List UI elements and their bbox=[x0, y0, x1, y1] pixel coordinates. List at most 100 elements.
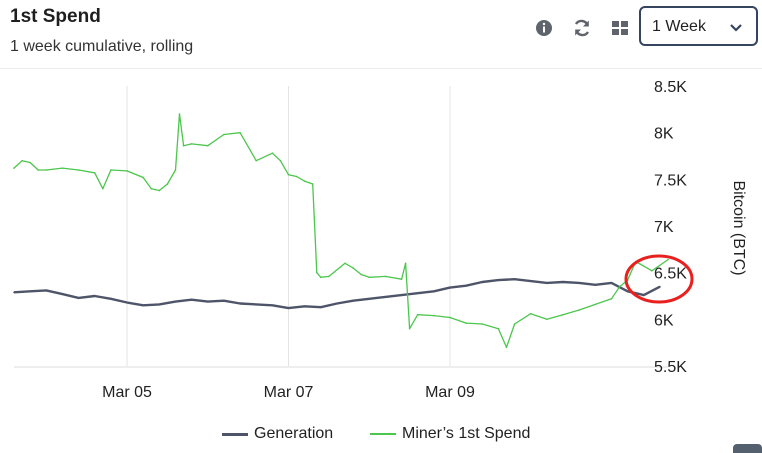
y-tick-label: 6.5K bbox=[654, 266, 687, 283]
data-point-miner-first-spend bbox=[255, 159, 258, 162]
data-point-miner-first-spend bbox=[45, 169, 48, 171]
x-tick-label: Mar 07 bbox=[264, 384, 314, 401]
data-point-miner-first-spend bbox=[110, 169, 112, 171]
data-point-miner-first-spend bbox=[513, 323, 516, 325]
data-point-miner-first-spend bbox=[610, 298, 613, 300]
data-point-miner-first-spend bbox=[360, 273, 362, 276]
data-point-miner-first-spend bbox=[529, 312, 532, 315]
data-point-generation bbox=[320, 306, 322, 309]
data-point-miner-first-spend bbox=[303, 180, 306, 182]
data-point-miner-first-spend bbox=[271, 152, 274, 154]
data-point-generation bbox=[384, 296, 387, 298]
data-point-miner-first-spend bbox=[465, 322, 467, 324]
data-point-miner-first-spend bbox=[37, 169, 40, 171]
data-point-generation bbox=[465, 284, 467, 287]
data-point-generation bbox=[158, 303, 161, 306]
data-point-miner-first-spend bbox=[408, 327, 411, 330]
legend-label-miner-first-spend: Miner’s 1st Spend bbox=[402, 425, 531, 442]
annotation-circle bbox=[624, 254, 694, 304]
data-point-generation bbox=[336, 302, 338, 305]
data-point-miner-first-spend bbox=[618, 285, 621, 288]
data-point-miner-first-spend bbox=[223, 133, 225, 136]
info-icon[interactable] bbox=[534, 18, 554, 38]
chart-title: 1st Spend bbox=[10, 6, 101, 27]
data-point-miner-first-spend bbox=[295, 175, 298, 178]
data-point-miner-first-spend bbox=[400, 278, 403, 281]
data-point-generation bbox=[400, 294, 403, 296]
x-tick-label: Mar 09 bbox=[425, 384, 475, 401]
data-point-generation bbox=[481, 281, 484, 283]
legend-swatch-miner-first-spend bbox=[370, 433, 396, 435]
data-point-miner-first-spend bbox=[206, 144, 209, 147]
y-tick-label: 6K bbox=[654, 312, 674, 329]
period-select-value: 1 Week bbox=[652, 18, 706, 35]
data-point-generation bbox=[29, 290, 31, 293]
data-point-miner-first-spend bbox=[449, 316, 451, 319]
data-point-miner-first-spend bbox=[578, 309, 580, 311]
data-point-miner-first-spend bbox=[384, 275, 387, 278]
data-point-generation bbox=[642, 294, 645, 296]
data-point-generation bbox=[594, 284, 597, 286]
data-point-miner-first-spend bbox=[178, 113, 181, 115]
data-point-miner-first-spend bbox=[433, 314, 435, 317]
data-point-miner-first-spend bbox=[505, 346, 508, 349]
data-point-miner-first-spend bbox=[368, 276, 371, 279]
chevron-down-icon bbox=[728, 20, 744, 36]
data-point-generation bbox=[190, 298, 193, 301]
data-point-generation bbox=[142, 304, 144, 307]
y-tick-label: 8K bbox=[654, 126, 674, 143]
data-point-miner-first-spend bbox=[546, 318, 548, 321]
data-point-generation bbox=[659, 285, 661, 288]
chart-subtitle: 1 week cumulative, rolling bbox=[10, 38, 194, 55]
data-point-miner-first-spend bbox=[239, 131, 241, 134]
data-point-generation bbox=[513, 278, 516, 281]
data-point-generation bbox=[61, 293, 64, 295]
data-point-miner-first-spend bbox=[594, 303, 597, 306]
data-point-miner-first-spend bbox=[416, 313, 419, 316]
data-point-miner-first-spend bbox=[344, 262, 346, 265]
data-point-miner-first-spend bbox=[481, 323, 484, 325]
data-point-generation bbox=[497, 279, 500, 281]
data-point-generation bbox=[271, 304, 274, 307]
data-point-miner-first-spend bbox=[311, 183, 314, 185]
data-point-generation bbox=[546, 282, 548, 284]
data-point-miner-first-spend bbox=[279, 159, 282, 162]
data-point-generation bbox=[93, 295, 96, 297]
data-point-miner-first-spend bbox=[150, 187, 153, 190]
chart-legend: Generation Miner’s 1st Spend bbox=[0, 425, 762, 449]
data-point-miner-first-spend bbox=[190, 143, 193, 145]
data-point-generation bbox=[303, 305, 306, 308]
data-point-generation bbox=[449, 286, 451, 289]
y-axis-label: Bitcoin (BTC) bbox=[730, 180, 747, 275]
data-point-miner-first-spend bbox=[29, 161, 31, 164]
data-point-generation bbox=[13, 291, 15, 294]
data-point-miner-first-spend bbox=[174, 169, 177, 171]
corner-tab bbox=[733, 444, 762, 453]
series-line-miner-first-spend bbox=[13, 113, 669, 348]
legend-item-generation[interactable]: Generation bbox=[222, 425, 333, 443]
data-point-generation bbox=[174, 300, 177, 303]
y-tick-label: 7.5K bbox=[654, 172, 687, 189]
data-point-miner-first-spend bbox=[13, 167, 15, 169]
data-point-miner-first-spend bbox=[328, 275, 330, 278]
header-divider bbox=[0, 68, 762, 69]
grid-icon[interactable] bbox=[610, 18, 630, 38]
x-tick-label: Mar 05 bbox=[102, 384, 152, 401]
data-point-generation bbox=[223, 299, 225, 302]
data-point-miner-first-spend bbox=[352, 267, 354, 269]
data-point-generation bbox=[433, 290, 435, 293]
legend-swatch-generation bbox=[222, 432, 248, 436]
y-tick-label: 5.5K bbox=[654, 359, 687, 376]
data-point-generation bbox=[239, 302, 241, 305]
period-select[interactable]: 1 Week bbox=[639, 6, 758, 46]
data-point-miner-first-spend bbox=[77, 169, 80, 171]
data-point-generation bbox=[416, 292, 419, 295]
refresh-icon[interactable] bbox=[572, 18, 592, 38]
y-tick-label: 7K bbox=[654, 219, 674, 236]
data-point-miner-first-spend bbox=[562, 313, 564, 316]
data-point-miner-first-spend bbox=[142, 176, 144, 179]
data-point-miner-first-spend bbox=[667, 258, 669, 261]
legend-item-miner-first-spend[interactable]: Miner’s 1st Spend bbox=[370, 425, 530, 443]
data-point-miner-first-spend bbox=[93, 172, 96, 174]
